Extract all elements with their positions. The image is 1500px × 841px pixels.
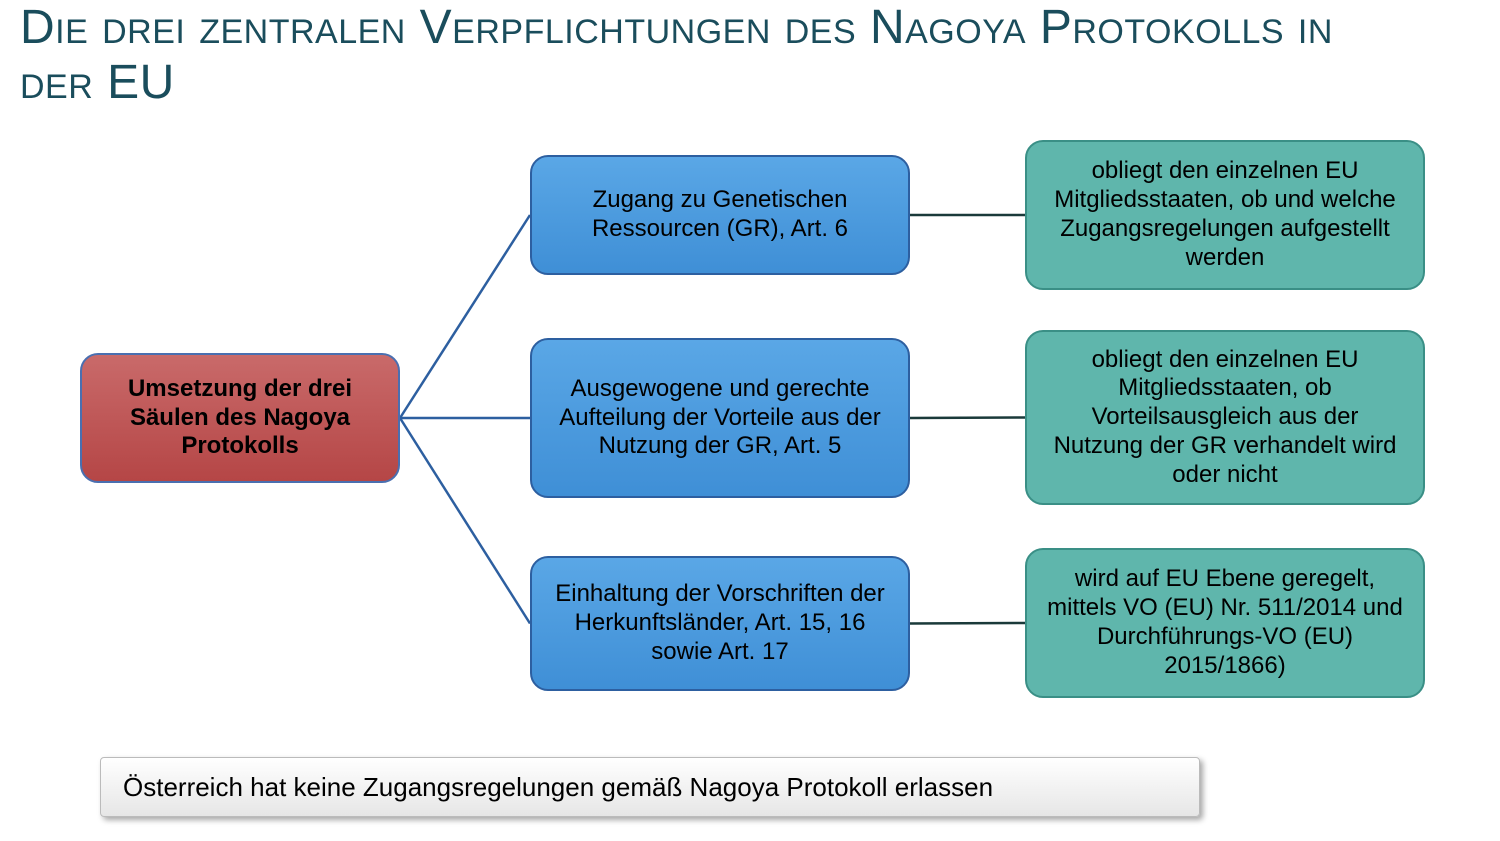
- edge-mid2-leaf2: [910, 418, 1025, 419]
- diagram-node-root: Umsetzung der drei Säulen des Nagoya Pro…: [80, 353, 400, 483]
- diagram-node-mid1-label: Zugang zu Genetischen Ressourcen (GR), A…: [550, 186, 890, 244]
- edge-mid3-leaf3: [910, 623, 1025, 624]
- page-title: Die drei zentralen Verpflichtungen des N…: [20, 0, 1420, 110]
- diagram-node-mid1: Zugang zu Genetischen Ressourcen (GR), A…: [530, 155, 910, 275]
- diagram-node-leaf1: obliegt den einzelnen EU Mitgliedsstaate…: [1025, 140, 1425, 290]
- edge-root-mid3: [400, 418, 530, 624]
- diagram-node-root-label: Umsetzung der drei Säulen des Nagoya Pro…: [100, 375, 380, 461]
- footer-note: Österreich hat keine Zugangsregelungen g…: [100, 757, 1200, 817]
- diagram-node-leaf2: obliegt den einzelnen EU Mitgliedsstaate…: [1025, 330, 1425, 505]
- diagram-node-leaf3-label: wird auf EU Ebene geregelt, mittels VO (…: [1045, 565, 1405, 680]
- diagram-node-mid3: Einhaltung der Vorschriften der Herkunft…: [530, 556, 910, 691]
- diagram-node-mid3-label: Einhaltung der Vorschriften der Herkunft…: [550, 580, 890, 666]
- diagram-node-mid2-label: Ausgewogene und gerechte Aufteilung der …: [550, 375, 890, 461]
- diagram-node-leaf1-label: obliegt den einzelnen EU Mitgliedsstaate…: [1045, 157, 1405, 272]
- edge-root-mid1: [400, 215, 530, 418]
- diagram-node-mid2: Ausgewogene und gerechte Aufteilung der …: [530, 338, 910, 498]
- diagram-node-leaf2-label: obliegt den einzelnen EU Mitgliedsstaate…: [1045, 346, 1405, 490]
- diagram-node-leaf3: wird auf EU Ebene geregelt, mittels VO (…: [1025, 548, 1425, 698]
- footer-note-text: Österreich hat keine Zugangsregelungen g…: [123, 772, 993, 803]
